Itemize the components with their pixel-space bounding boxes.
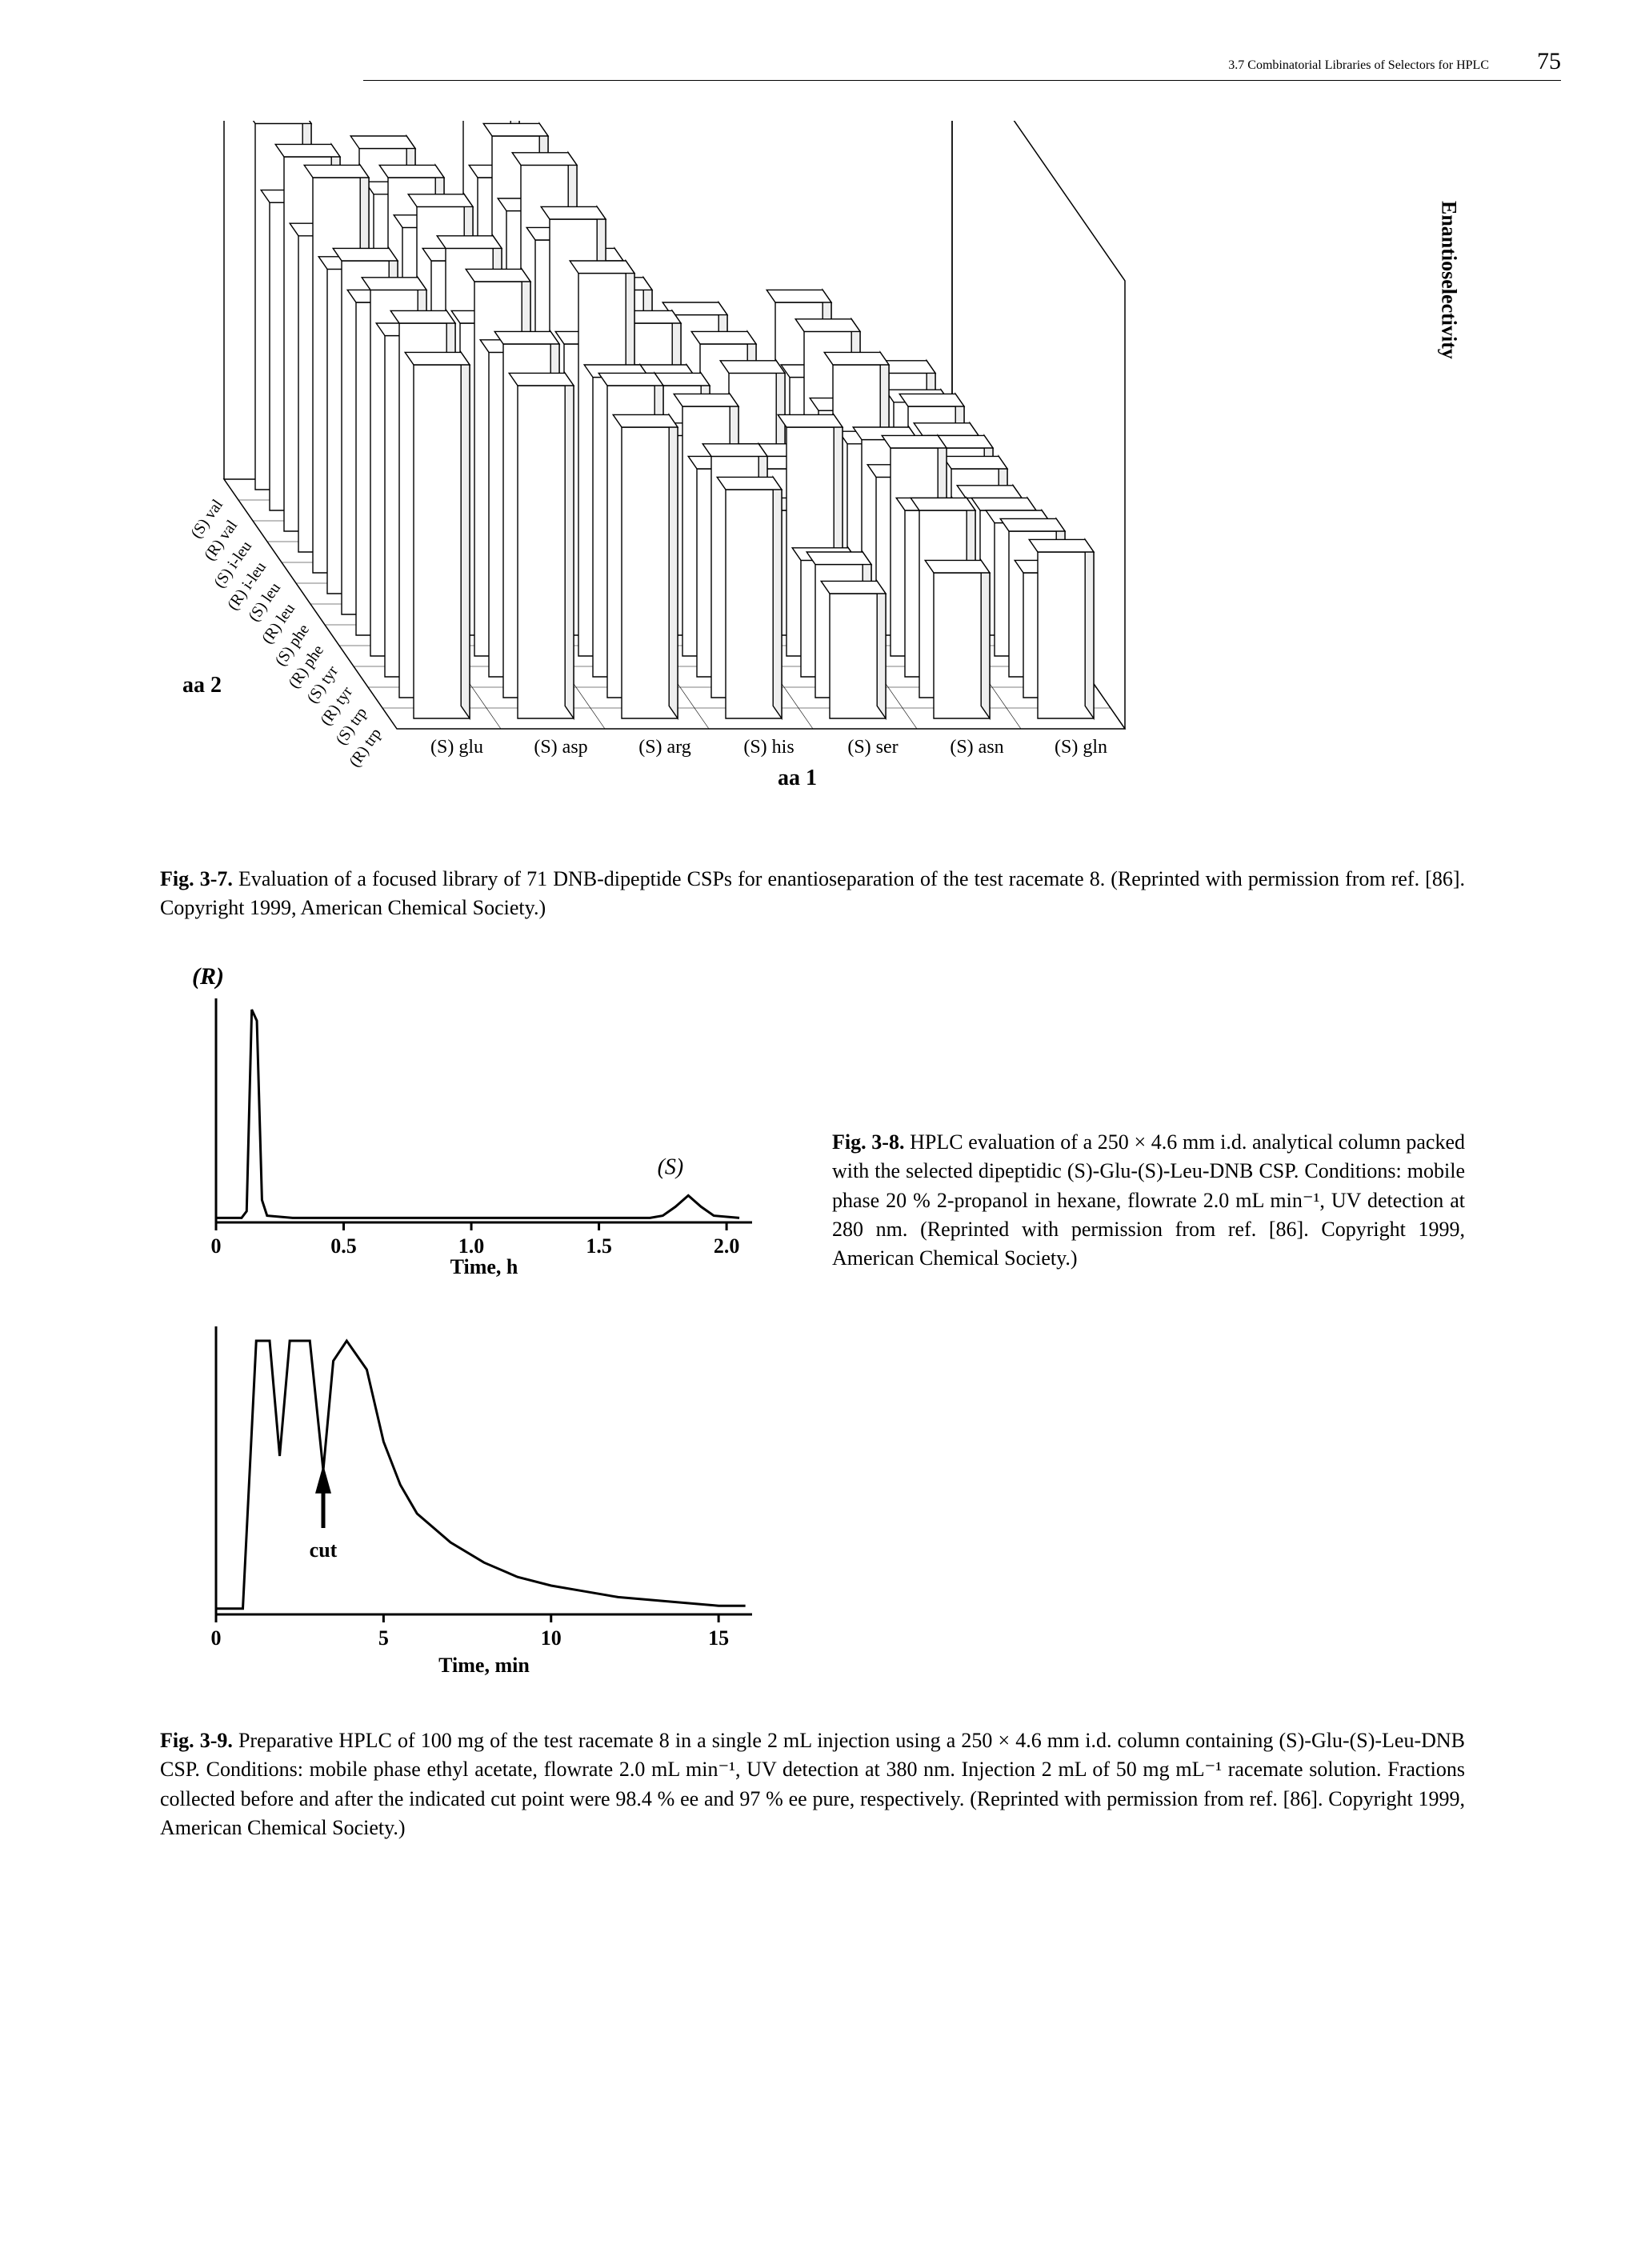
- svg-text:(S) asn: (S) asn: [950, 737, 1003, 758]
- svg-text:(S) gln: (S) gln: [1055, 737, 1107, 758]
- fig37-caption-text: Evaluation of a focused library of 71 DN…: [160, 867, 1465, 919]
- svg-text:1.5: 1.5: [586, 1234, 612, 1258]
- svg-text:aa 2: aa 2: [182, 673, 222, 698]
- fig37-chart: (S) glu (S) asp (S) arg (S) his (S) ser (S) a…: [173, 121, 1453, 841]
- fig37-caption-label: Fig. 3-7.: [160, 867, 233, 890]
- svg-text:(S) asp: (S) asp: [534, 737, 587, 758]
- fig37-y-axis-label: Enantioselectivity: [1437, 201, 1461, 359]
- svg-text:15: 15: [708, 1626, 729, 1650]
- fig39-caption: Fig. 3-9. Preparative HPLC of 100 mg of …: [160, 1726, 1465, 1843]
- fig38-chart: 0 0.5 1.0 1.5 2.0 Time, h (S): [160, 990, 784, 1278]
- svg-text:10: 10: [541, 1626, 562, 1650]
- section-title: 3.7 Combinatorial Libraries of Selectors…: [1228, 58, 1489, 73]
- svg-text:aa 1: aa 1: [778, 766, 817, 790]
- fig38-r-label: (R): [192, 963, 784, 990]
- svg-text:Time, h: Time, h: [450, 1255, 518, 1278]
- svg-text:1.0: 1.0: [458, 1234, 485, 1258]
- fig38-caption-label: Fig. 3-8.: [832, 1130, 904, 1154]
- fig38-caption-text: HPLC evaluation of a 250 × 4.6 mm i.d. a…: [832, 1130, 1465, 1270]
- figure-3-9: 0 5 10 15 Time, min cut: [160, 1310, 784, 1678]
- svg-text:(S) arg: (S) arg: [638, 737, 691, 758]
- fig39-caption-text: Preparative HPLC of 100 mg of the test r…: [160, 1729, 1465, 1839]
- svg-text:(S) glu: (S) glu: [430, 737, 483, 758]
- page-number: 75: [1537, 48, 1561, 75]
- fig39-chart: 0 5 10 15 Time, min cut: [160, 1310, 784, 1678]
- fig39-caption-label: Fig. 3-9.: [160, 1729, 233, 1752]
- svg-text:0: 0: [211, 1626, 222, 1650]
- svg-text:(S): (S): [658, 1154, 684, 1179]
- svg-text:cut: cut: [310, 1538, 338, 1562]
- fig37-caption: Fig. 3-7. Evaluation of a focused librar…: [160, 865, 1465, 923]
- svg-text:0.5: 0.5: [330, 1234, 357, 1258]
- svg-text:5: 5: [378, 1626, 389, 1650]
- figure-3-8: (R) 0 0.5 1.0 1.5 2.0 Time, h (S): [160, 963, 784, 1278]
- page-header: 3.7 Combinatorial Libraries of Selectors…: [363, 48, 1561, 81]
- svg-text:2.0: 2.0: [714, 1234, 740, 1258]
- fig38-caption: Fig. 3-8. HPLC evaluation of a 250 × 4.6…: [832, 1128, 1465, 1274]
- svg-text:Time, min: Time, min: [438, 1654, 530, 1677]
- svg-text:(S) his: (S) his: [743, 737, 794, 758]
- svg-text:(S) ser: (S) ser: [847, 737, 898, 758]
- svg-text:0: 0: [211, 1234, 222, 1258]
- figure-3-7: (S) glu (S) asp (S) arg (S) his (S) ser (S) a…: [173, 121, 1453, 841]
